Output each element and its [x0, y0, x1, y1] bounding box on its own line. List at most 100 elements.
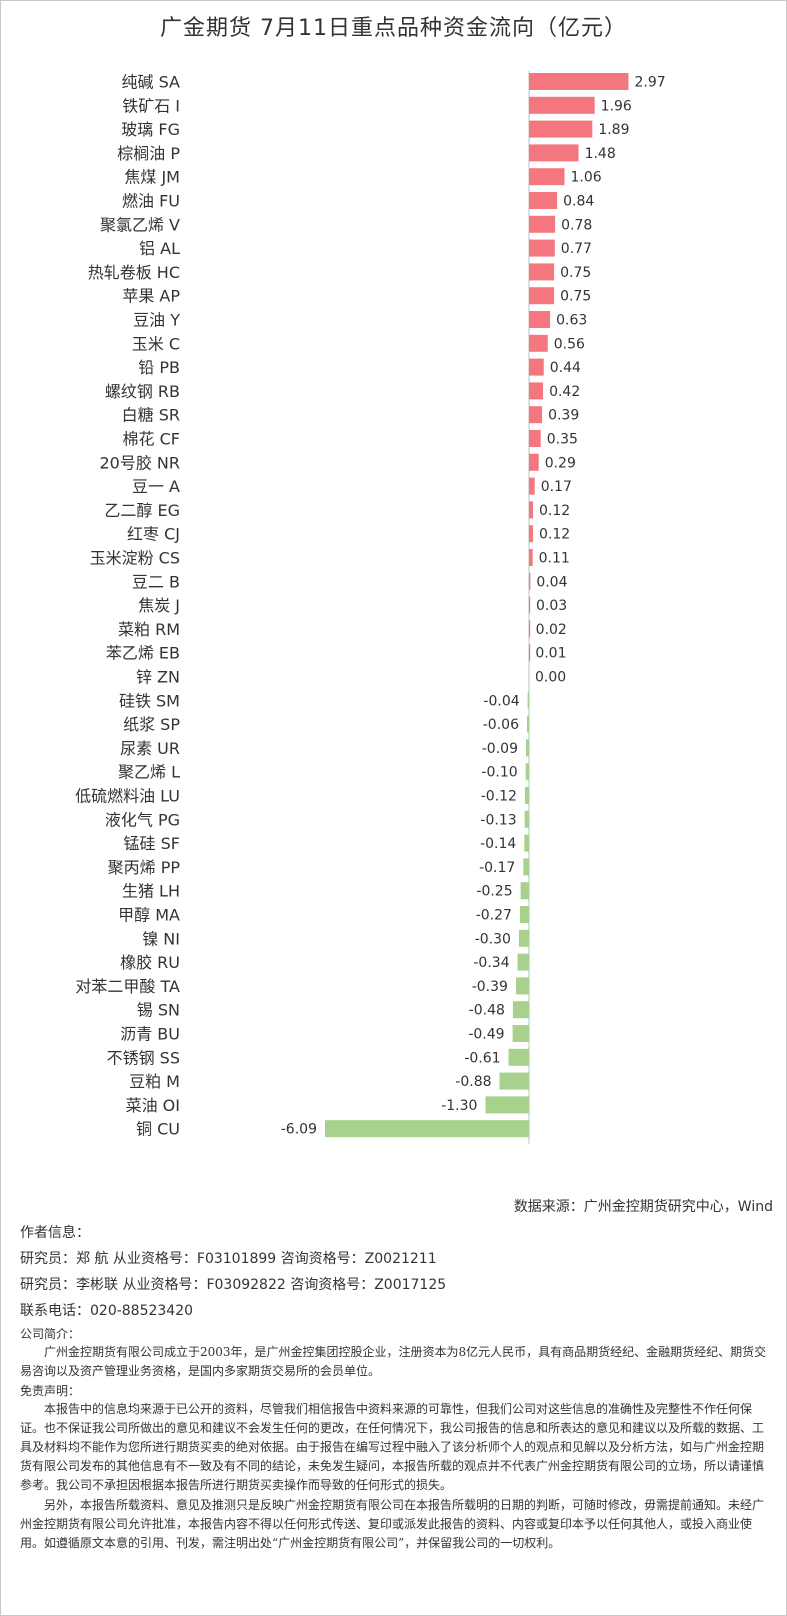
value-label: 0.56 — [554, 336, 585, 352]
bar — [525, 739, 529, 757]
company-intro: 广州金控期货有限公司成立于2003年，是广州金控集团控股企业，注册资本为8亿元人… — [20, 1345, 767, 1378]
category-label: 生猪 LH — [122, 882, 180, 901]
bar — [529, 358, 544, 376]
category-label: 聚乙烯 L — [118, 763, 180, 782]
bar — [499, 1072, 529, 1090]
category-label: 聚丙烯 PP — [108, 858, 181, 877]
bar — [529, 215, 556, 233]
bar — [523, 858, 529, 876]
category-label: 白糖 SR — [122, 406, 180, 425]
value-label: 0.75 — [560, 289, 591, 305]
category-label: 铁矿石 I — [122, 96, 180, 115]
category-label: 豆一 A — [132, 477, 180, 496]
category-label: 红枣 CJ — [127, 525, 180, 544]
bar — [527, 691, 529, 709]
category-label: 纸浆 SP — [123, 715, 180, 734]
bar — [529, 572, 531, 590]
bar — [529, 311, 551, 328]
value-label: 1.06 — [571, 170, 602, 186]
bar — [529, 334, 548, 352]
value-label: -0.61 — [464, 1050, 500, 1066]
value-label: 1.89 — [598, 122, 629, 138]
value-label: 0.75 — [560, 265, 591, 281]
category-label: 苯乙烯 EB — [106, 644, 180, 663]
bar — [529, 453, 539, 471]
category-label: 锌 ZN — [136, 668, 180, 687]
category-label: 低硫燃料油 LU — [75, 787, 180, 806]
value-label: 0.63 — [556, 313, 587, 329]
value-label: 0.78 — [561, 217, 592, 233]
data-source: 数据来源：广州金控期货研究中心，Wind — [513, 1199, 773, 1215]
disclaimer-heading: 免责声明： — [20, 1384, 81, 1398]
bar — [529, 144, 579, 162]
value-label: -0.27 — [476, 908, 512, 924]
value-label: -0.34 — [473, 955, 509, 971]
bar — [529, 549, 533, 566]
bar — [524, 787, 529, 804]
disclaimer-paragraph-2: 另外，本报告所载资料、意见及推测只是反映广州金控期货有限公司在本报告所载明的日期… — [20, 1498, 765, 1550]
value-label: -0.49 — [468, 1027, 504, 1043]
category-label: 螺纹钢 RB — [105, 382, 180, 401]
value-label: -0.06 — [483, 717, 519, 733]
bar — [529, 168, 565, 186]
value-label: -0.09 — [482, 741, 518, 757]
value-label: 0.17 — [541, 479, 572, 495]
category-label: 菜油 OI — [126, 1096, 180, 1115]
category-label: 焦煤 JM — [124, 168, 180, 187]
value-label: 0.29 — [545, 455, 576, 471]
bar — [526, 715, 529, 733]
value-label: 0.39 — [548, 408, 579, 424]
category-label: 菜粕 RM — [118, 620, 180, 639]
category-label: 橡胶 RU — [120, 953, 180, 972]
value-label: 0.44 — [550, 360, 581, 376]
category-label: 尿素 UR — [120, 739, 180, 758]
category-label: 乙二醇 EG — [104, 501, 180, 520]
value-label: 0.11 — [539, 551, 570, 567]
value-label: 0.01 — [535, 646, 566, 662]
value-label: -0.13 — [480, 812, 516, 828]
bar — [529, 73, 629, 90]
value-label: 0.35 — [547, 432, 578, 448]
category-label: 豆粕 M — [129, 1072, 180, 1091]
bar — [524, 834, 529, 852]
category-label: 棕榈油 P — [117, 144, 180, 163]
value-label: -1.30 — [441, 1098, 477, 1114]
value-label: -0.39 — [472, 979, 508, 995]
value-label: 0.04 — [536, 574, 567, 590]
bar — [529, 96, 595, 114]
category-label: 铜 CU — [136, 1120, 180, 1139]
bar — [529, 477, 535, 495]
bar — [529, 620, 531, 638]
bar — [529, 287, 555, 305]
value-label: 2.97 — [634, 75, 665, 91]
category-label: 锰硅 SF — [124, 834, 180, 853]
category-label: 甲醇 MA — [118, 906, 180, 925]
bar — [525, 763, 529, 781]
value-label: -0.04 — [483, 693, 519, 709]
category-label: 铅 PB — [138, 358, 180, 377]
value-label: 0.77 — [561, 241, 592, 257]
value-label: -0.14 — [480, 836, 516, 852]
category-label: 玉米淀粉 CS — [90, 549, 180, 568]
bar — [529, 501, 534, 519]
bar — [529, 239, 555, 257]
value-label: 1.48 — [585, 146, 616, 162]
value-label: 0.12 — [539, 503, 570, 519]
category-label: 对苯二甲酸 TA — [75, 977, 180, 996]
category-label: 豆二 B — [132, 572, 180, 591]
category-label: 玉米 C — [132, 334, 180, 353]
bar — [512, 1001, 529, 1019]
bar — [529, 525, 534, 543]
bar — [515, 977, 529, 995]
value-label: -0.30 — [475, 931, 511, 947]
category-label: 热轧卷板 HC — [88, 263, 180, 282]
category-label: 玻璃 FG — [121, 120, 180, 139]
value-label: 0.00 — [535, 670, 566, 686]
bar — [529, 120, 593, 138]
bar — [529, 192, 558, 209]
researcher-2: 研究员：李彬联 从业资格号：F03092822 咨询资格号：Z0017125 — [20, 1277, 447, 1293]
category-label: 沥青 BU — [120, 1025, 180, 1044]
bar — [512, 1025, 529, 1042]
value-label: 1.96 — [601, 98, 632, 114]
category-label: 液化气 PG — [105, 810, 180, 829]
